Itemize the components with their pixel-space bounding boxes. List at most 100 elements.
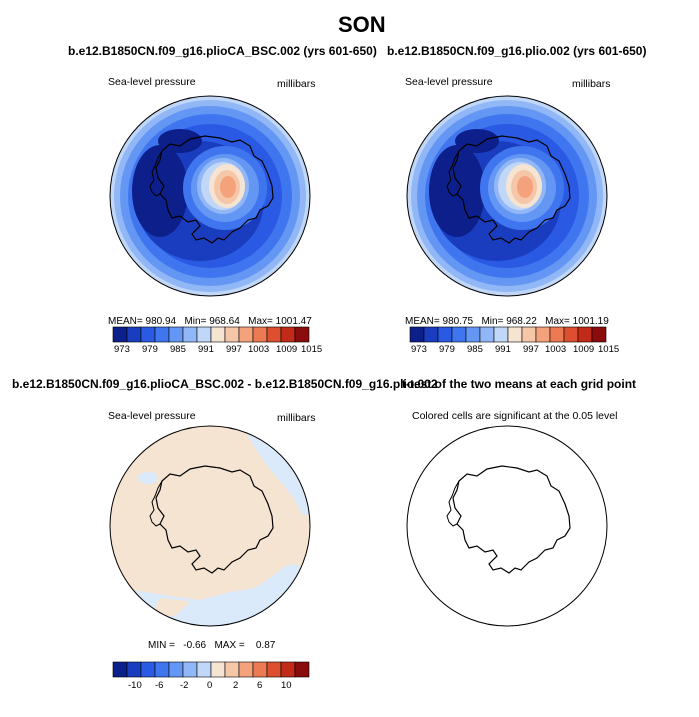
tick: -6 xyxy=(155,680,164,691)
panel-title-bottom-right: t-test of the two means at each grid poi… xyxy=(402,377,637,391)
tick: 1015 xyxy=(598,344,620,355)
units-label-bottom-left: millibars xyxy=(277,412,316,424)
colorbar-top-left xyxy=(112,326,310,343)
colorbar-swatch xyxy=(224,326,240,343)
tick: 985 xyxy=(170,344,186,355)
max-value: 1001.19 xyxy=(572,316,609,327)
colorbar-swatch xyxy=(126,326,142,343)
colorbar-swatch xyxy=(238,326,254,343)
max-value: 0.87 xyxy=(255,640,276,651)
mean-value: 980.75 xyxy=(442,316,474,327)
season-title: SON xyxy=(338,12,386,37)
tick: 1009 xyxy=(276,344,298,355)
colorbar-swatch xyxy=(168,326,184,343)
colorbar-swatch xyxy=(182,661,198,678)
variable-label-bottom-left: Sea-level pressure xyxy=(108,410,196,422)
slp-map-top-right xyxy=(406,95,608,297)
tick: 0 xyxy=(207,680,213,691)
units-label-top-left: millibars xyxy=(277,78,316,90)
colorbar-swatch xyxy=(465,326,481,343)
colorbar-swatch xyxy=(493,326,509,343)
variable-label-top-left: Sea-level pressure xyxy=(108,76,196,88)
colorbar-swatch xyxy=(210,326,226,343)
panel-title-top-right: b.e12.B1850CN.f09_g16.plio.002 (yrs 601-… xyxy=(387,44,647,58)
stats-bottom-left: MIN = -0.66 MAX = 0.87 xyxy=(148,640,275,651)
min-label: Min= xyxy=(481,316,504,327)
tick: -10 xyxy=(128,680,142,691)
min-value: 968.64 xyxy=(209,316,240,327)
panel-title-top-left: b.e12.B1850CN.f09_g16.plioCA_BSC.002 (yr… xyxy=(68,44,377,58)
tick: -2 xyxy=(180,680,189,691)
min-value: 968.22 xyxy=(506,316,537,327)
colorbar-swatch xyxy=(266,326,282,343)
colorbar-swatch xyxy=(252,661,268,678)
variable-label-top-right: Sea-level pressure xyxy=(405,76,493,88)
colorbar-swatch xyxy=(168,661,184,678)
tick: 991 xyxy=(495,344,511,355)
min-label: MIN = xyxy=(148,640,175,651)
colorbar-swatch xyxy=(224,661,240,678)
significance-note: Colored cells are significant at the 0.0… xyxy=(412,410,618,422)
colorbar-swatch xyxy=(507,326,523,343)
colorbar-swatch xyxy=(591,326,607,343)
mean-label: MEAN= xyxy=(108,316,143,327)
colorbar-swatch xyxy=(154,326,170,343)
tick: 979 xyxy=(439,344,455,355)
difference-map-bottom-left xyxy=(109,425,311,627)
colorbar-swatch xyxy=(252,326,268,343)
colorbar-bottom-left xyxy=(112,661,310,678)
tick: 979 xyxy=(142,344,158,355)
colorbar-swatch xyxy=(196,661,212,678)
colorbar-swatch xyxy=(140,661,156,678)
colorbar-swatch xyxy=(479,326,495,343)
tick: 991 xyxy=(198,344,214,355)
panel-title-bottom-left: b.e12.B1850CN.f09_g16.plioCA_BSC.002 - b… xyxy=(12,377,438,391)
colorbar-swatch xyxy=(126,661,142,678)
tick: 973 xyxy=(411,344,427,355)
colorbar-swatch xyxy=(280,661,296,678)
tick: 6 xyxy=(257,680,263,691)
tick: 997 xyxy=(226,344,242,355)
colorbar-swatch xyxy=(549,326,565,343)
colorbar-swatch xyxy=(112,326,128,343)
ttest-map-bottom-right xyxy=(406,425,608,627)
colorbar-swatch xyxy=(535,326,551,343)
mean-value: 980.94 xyxy=(145,316,177,327)
colorbar-swatch xyxy=(196,326,212,343)
colorbar-top-right xyxy=(409,326,607,343)
colorbar-swatch xyxy=(210,661,226,678)
colorbar-swatch xyxy=(154,661,170,678)
max-label: Max= xyxy=(545,316,570,327)
colorbar-swatch xyxy=(563,326,579,343)
tick: 1009 xyxy=(573,344,595,355)
stats-top-right: MEAN= 980.75 Min= 968.22 Max= 1001.19 xyxy=(405,316,609,327)
colorbar-swatch xyxy=(266,661,282,678)
colorbar-swatch xyxy=(521,326,537,343)
tick: 1003 xyxy=(248,344,270,355)
colorbar-swatch xyxy=(294,326,310,343)
min-label: Min= xyxy=(184,316,207,327)
colorbar-swatch xyxy=(294,661,310,678)
mean-label: MEAN= xyxy=(405,316,440,327)
colorbar-swatch xyxy=(451,326,467,343)
tick: 10 xyxy=(281,680,292,691)
colorbar-swatch xyxy=(409,326,425,343)
colorbar-swatch xyxy=(112,661,128,678)
colorbar-swatch xyxy=(423,326,439,343)
tick: 2 xyxy=(233,680,239,691)
max-value: 1001.47 xyxy=(275,316,312,327)
colorbar-swatch xyxy=(577,326,593,343)
units-label-top-right: millibars xyxy=(572,78,611,90)
colorbar-swatch xyxy=(182,326,198,343)
tick: 1003 xyxy=(545,344,567,355)
colorbar-swatch xyxy=(140,326,156,343)
min-value: -0.66 xyxy=(183,640,207,651)
colorbar-swatch xyxy=(437,326,453,343)
max-label: MAX = xyxy=(214,640,245,651)
colorbar-swatch xyxy=(280,326,296,343)
tick: 985 xyxy=(467,344,483,355)
tick: 997 xyxy=(523,344,539,355)
slp-map-top-left xyxy=(109,95,311,297)
tick: 1015 xyxy=(301,344,323,355)
colorbar-swatch xyxy=(238,661,254,678)
